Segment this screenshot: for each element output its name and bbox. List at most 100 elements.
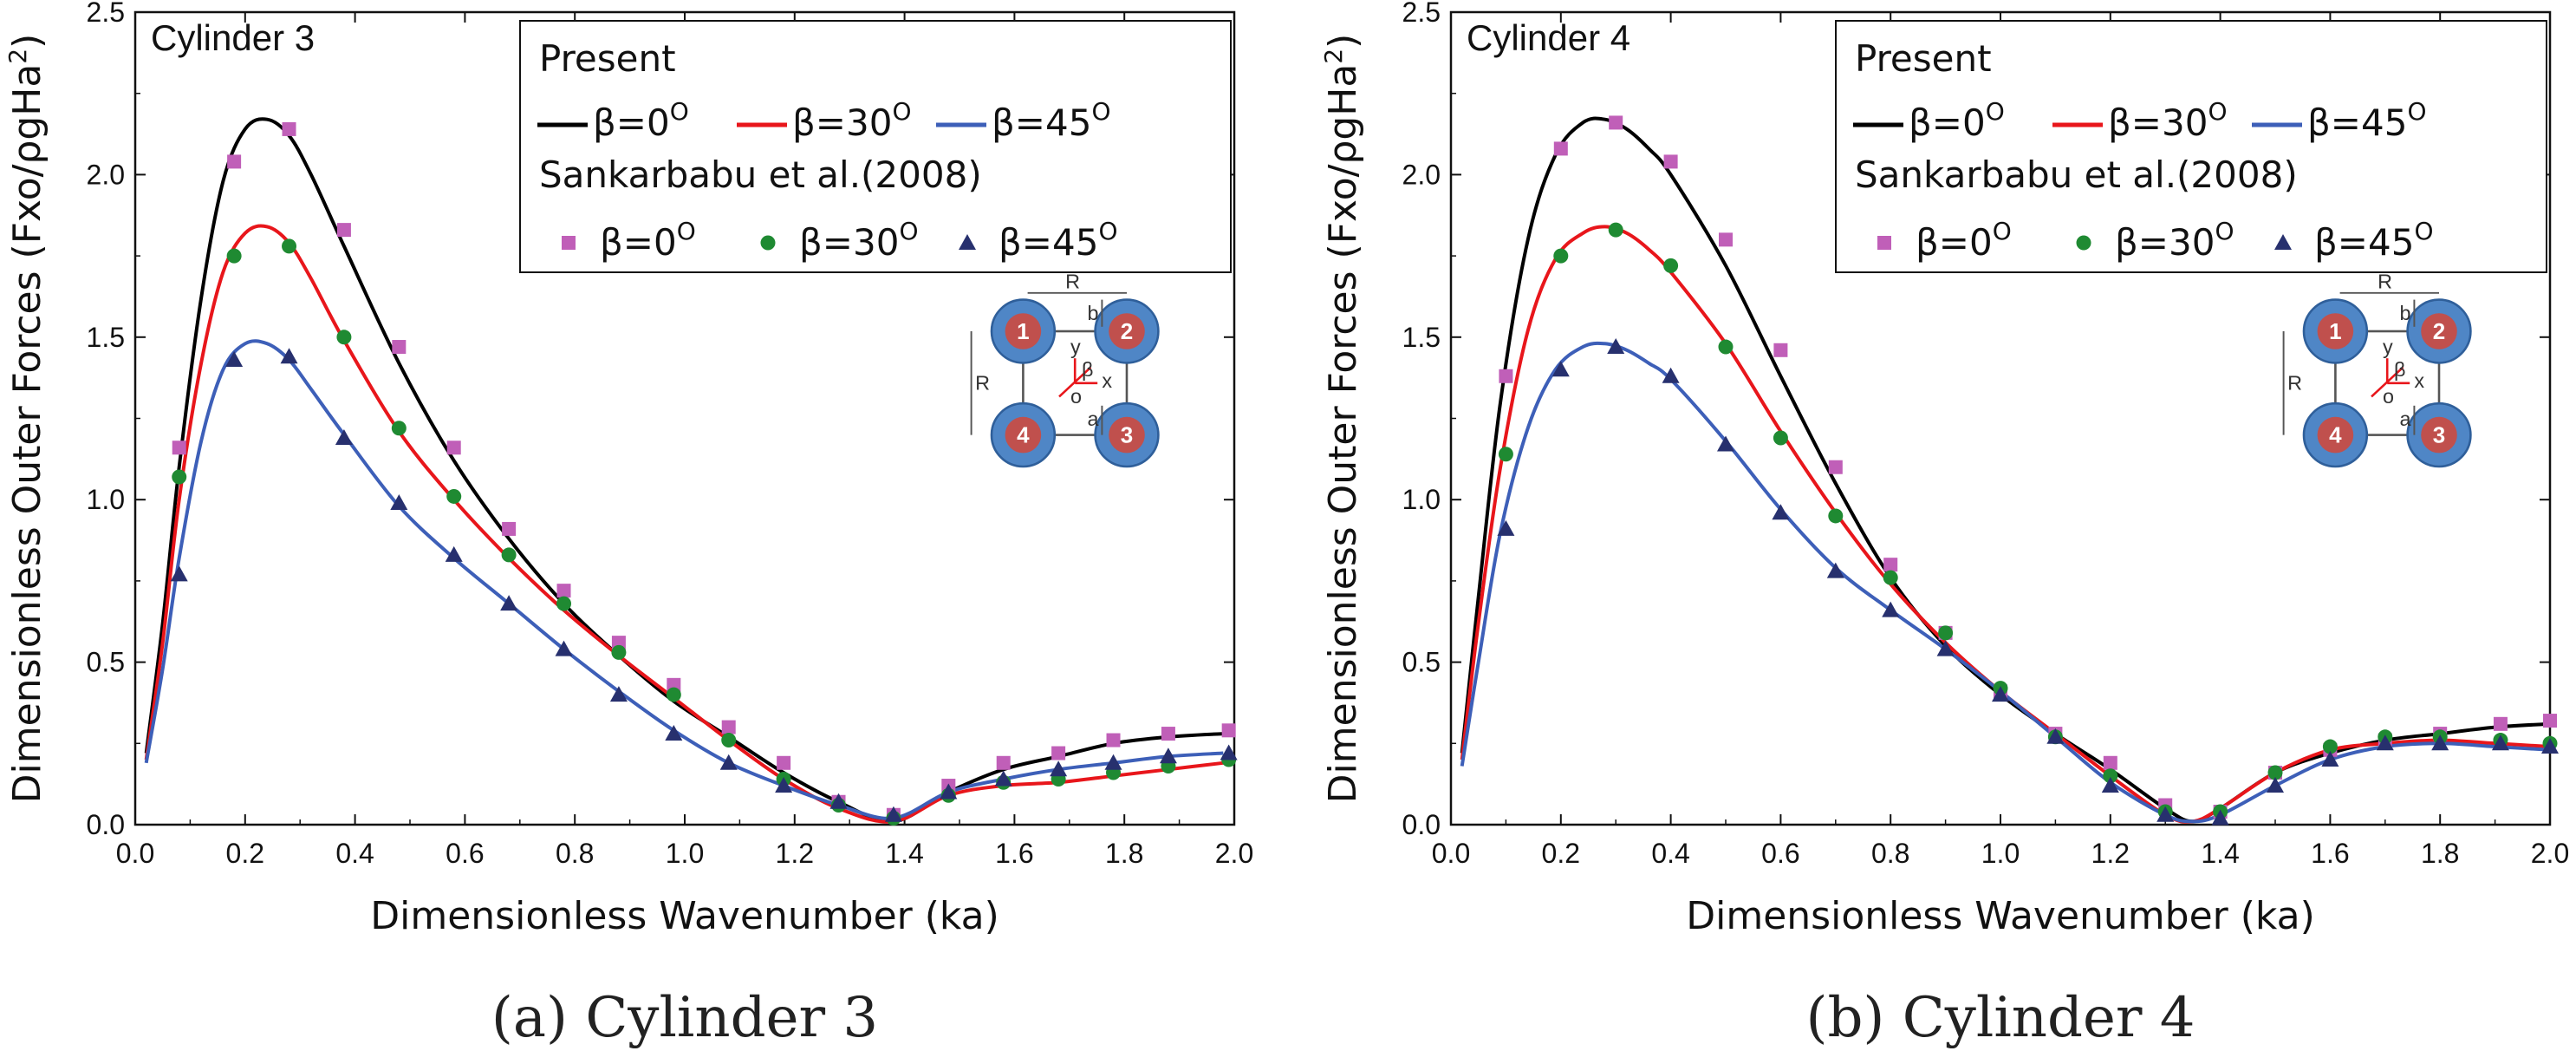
- data-point: [335, 428, 353, 445]
- data-point: [1551, 361, 1570, 377]
- data-point: [884, 806, 902, 822]
- data-point: [1497, 519, 1515, 536]
- data-point: [556, 596, 572, 611]
- data-point: [829, 793, 848, 809]
- data-point: [1938, 625, 1954, 641]
- data-point: [170, 565, 188, 582]
- x-tick-label: 1.6: [995, 838, 1033, 869]
- inset-label-4: 4: [1017, 422, 1030, 448]
- inset-label-y: y: [1070, 336, 1081, 358]
- data-point: [1717, 435, 1734, 452]
- data-point: [1773, 343, 1788, 357]
- series-5: [1497, 338, 2559, 826]
- y-tick-label: 1.5: [87, 322, 125, 353]
- y-tick-label: 2.5: [1402, 0, 1441, 28]
- x-tick-label: 2.0: [2531, 838, 2569, 869]
- y-tick-label: 1.0: [1402, 484, 1441, 515]
- data-point: [1773, 430, 1788, 446]
- data-point: [666, 687, 681, 702]
- x-tick-label: 1.2: [776, 838, 814, 869]
- data-point: [1662, 367, 1680, 383]
- data-point: [775, 777, 793, 793]
- x-tick-label: 1.8: [1105, 838, 1143, 869]
- y-tick-label: 2.0: [87, 159, 125, 190]
- inset-label-b: b: [2399, 302, 2410, 324]
- chart-panel-a: 0.0 0.2 0.4 0.6 0.8 1.0 1.2 1.4 1.6 1.8 2.0 0.0 0.5 1…: [3, 0, 1253, 1050]
- inset-label-R-left: R: [2287, 372, 2302, 395]
- legend-marker-swatch: [1877, 236, 1891, 250]
- inset-label-x: x: [2414, 369, 2424, 392]
- legend-entry-ref: β=45O: [2314, 217, 2434, 264]
- data-point: [1104, 754, 1122, 770]
- data-point: [2376, 734, 2394, 751]
- inset-label-1: 1: [2329, 318, 2341, 344]
- geometry-inset: 1 2 3 4 R Rb axy oβ: [970, 271, 1160, 468]
- data-point: [226, 248, 242, 264]
- data-point: [2491, 734, 2509, 751]
- data-point: [2101, 777, 2119, 793]
- data-point: [2211, 809, 2229, 826]
- y-axis-title: Dimensionless Outer Forces (Fxo/ρgHa2): [1319, 34, 1365, 804]
- series-4: [172, 238, 1237, 826]
- x-tick-label: 1.0: [666, 838, 704, 869]
- data-point: [2103, 755, 2117, 770]
- data-point: [609, 686, 628, 702]
- data-point: [2541, 738, 2559, 754]
- panel-label: Cylinder 4: [1467, 17, 1630, 58]
- data-point: [1828, 508, 1844, 524]
- figure-caption: (b) Cylinder 4: [1805, 986, 2195, 1050]
- inset-label-3: 3: [2433, 422, 2445, 448]
- x-tick-label: 0.8: [1871, 838, 1909, 869]
- data-point: [1050, 760, 1068, 777]
- data-point: [1826, 562, 1844, 578]
- data-point: [446, 488, 462, 504]
- data-point: [282, 121, 296, 136]
- legend-marker-swatch: [760, 235, 776, 251]
- data-point: [1936, 640, 1955, 656]
- chart-cylinder-3: 0.0 0.2 0.4 0.6 0.8 1.0 1.2 1.4 1.6 1.8 2.0 0.0 0.5 1…: [3, 0, 1253, 1050]
- legend-title-present: Present: [1855, 37, 1992, 80]
- data-point: [1159, 747, 1177, 764]
- inset-label-y: y: [2383, 336, 2393, 358]
- data-point: [500, 595, 518, 611]
- legend-title-ref: Sankarbabu et al.(2008): [539, 153, 982, 196]
- data-point: [502, 521, 517, 536]
- y-tick-label: 0.5: [87, 647, 125, 678]
- data-point: [1663, 258, 1679, 273]
- data-point: [336, 223, 351, 238]
- x-tick-label: 0.2: [226, 838, 264, 869]
- data-point: [721, 733, 737, 748]
- y-tick-label: 0.5: [1402, 647, 1441, 678]
- inset-label-R-top: R: [2378, 271, 2392, 293]
- inset-label-2: 2: [1121, 318, 1133, 344]
- x-tick-label: 1.6: [2311, 838, 2349, 869]
- legend-entry-ref: β=45O: [999, 217, 1118, 264]
- data-point: [777, 755, 791, 770]
- data-point: [1553, 248, 1569, 264]
- x-tick-label: 0.8: [556, 838, 594, 869]
- data-point: [172, 441, 186, 455]
- inset-square: [1022, 330, 1129, 436]
- data-point: [556, 584, 571, 598]
- y-tick-label: 0.0: [87, 809, 125, 840]
- data-point: [2267, 765, 2283, 780]
- data-point: [1718, 339, 1734, 355]
- data-point: [172, 469, 187, 485]
- data-point: [2431, 734, 2449, 751]
- data-point: [2493, 716, 2508, 731]
- inset-cylinder-inner: [2317, 416, 2354, 454]
- legend-title-present: Present: [539, 37, 676, 80]
- data-point: [2543, 714, 2557, 728]
- data-point: [555, 640, 573, 656]
- series-line: [144, 224, 1224, 824]
- data-point: [1883, 570, 1898, 585]
- inset-label-3: 3: [1121, 422, 1133, 448]
- series-2: [1460, 341, 2551, 824]
- x-tick-label: 2.0: [1215, 838, 1253, 869]
- inset-wave-arrow: [2371, 366, 2404, 398]
- inset-label-o: o: [1070, 385, 1082, 408]
- data-point: [2046, 728, 2065, 744]
- legend-marker-swatch: [2274, 234, 2292, 250]
- data-point: [1498, 447, 1513, 462]
- x-axis-title: Dimensionless Wavenumber (ka): [370, 894, 999, 938]
